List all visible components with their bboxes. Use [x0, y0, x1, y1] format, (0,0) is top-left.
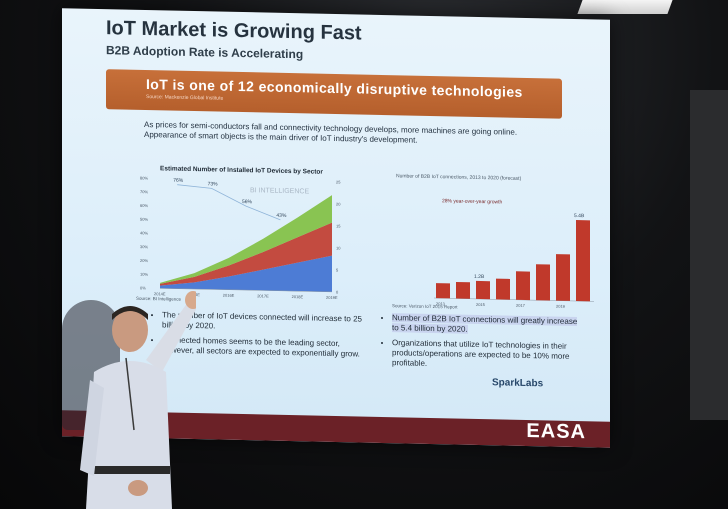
y-left-tick-label: 50%	[140, 217, 148, 222]
bar	[436, 283, 450, 299]
right-bullet-1: Number of B2B IoT connections will great…	[392, 313, 582, 337]
y-left-tick-label: 60%	[140, 203, 148, 208]
growth-label: 43%	[276, 213, 287, 219]
intro-text: As prices for semi-conductors fall and c…	[144, 119, 518, 145]
bar	[536, 264, 550, 301]
y-right-tick-label: 20	[336, 202, 341, 207]
growth-line	[177, 184, 281, 221]
easa-logo: EASA	[526, 419, 586, 444]
right-chart-source: Source: Verizon IoT 2015 Report	[392, 303, 458, 309]
growth-label: 76%	[173, 178, 184, 184]
slide-title: IoT Market is Growing Fast	[106, 17, 362, 45]
presenter	[80, 291, 196, 509]
banner-source: Source: Mackenzie Global Institute	[146, 94, 224, 102]
bar-data-label: 5.4B	[574, 213, 585, 219]
x-tick-label: 2015	[476, 302, 486, 307]
bar	[456, 282, 470, 299]
bar	[556, 254, 570, 301]
lanyard	[125, 357, 135, 431]
x-tick-label: 2013	[436, 301, 446, 306]
left-chart-watermark: BI INTELLIGENCE	[250, 187, 309, 195]
y-left-tick-label: 20%	[140, 258, 148, 263]
x-tick-label: 2017E	[257, 293, 269, 298]
growth-label: 73%	[208, 181, 219, 187]
y-left-tick-label: 30%	[140, 244, 148, 249]
y-left-tick-label: 40%	[140, 230, 148, 235]
x-axis	[160, 288, 332, 293]
right-bullets: Number of B2B IoT connections will great…	[382, 313, 582, 377]
growth-label: 56%	[242, 199, 253, 205]
projection-screen: IoT Market is Growing Fast B2B Adoption …	[62, 8, 610, 448]
x-tick-label: 2017	[516, 303, 526, 308]
y-left-tick-label: 0%	[140, 285, 146, 290]
y-right-tick-label: 0	[336, 290, 339, 295]
belt	[90, 466, 170, 474]
ceiling-light	[577, 0, 673, 14]
bar-data-label: 1.2B	[474, 274, 485, 280]
presenter-head	[112, 308, 148, 352]
presenter-hair	[112, 306, 148, 320]
bar	[516, 271, 530, 301]
right-bar-chart: Number of B2B IoT connections, 2013 to 2…	[392, 173, 594, 310]
highlighted-text: Number of B2B IoT connections will great…	[392, 313, 578, 334]
banner: IoT is one of 12 economically disruptive…	[106, 69, 562, 119]
x-tick-label: 2019E	[326, 295, 338, 300]
x-tick-label: 2018E	[292, 294, 304, 299]
bar	[476, 280, 490, 300]
lowered-hand	[128, 480, 148, 496]
slide-subtitle: B2B Adoption Rate is Accelerating	[106, 43, 304, 62]
right-wall	[690, 90, 728, 420]
y-right-tick-label: 25	[336, 180, 341, 185]
x-tick-label: 2016E	[223, 293, 235, 298]
y-left-tick-label: 10%	[140, 272, 148, 277]
x-tick-label: 2014E	[154, 291, 166, 296]
right-chart-title: Number of B2B IoT connections, 2013 to 2…	[396, 173, 522, 182]
left-chart-source: Source: BI Intelligence	[136, 296, 182, 302]
y-left-tick-label: 80%	[140, 175, 148, 180]
area-series-enterprise	[160, 255, 332, 292]
sparklabs-logo: SparkLabs	[492, 377, 544, 390]
y-left-tick-label: 70%	[140, 189, 148, 194]
right-chart-note: 28% year-over-year growth	[442, 198, 503, 205]
raised-arm	[146, 302, 196, 372]
x-tick-label: 2019	[556, 304, 566, 309]
y-right-tick-label: 15	[336, 224, 341, 229]
area-series-government	[160, 222, 332, 286]
left-area-chart: Estimated Number of Installed IoT Device…	[136, 165, 341, 302]
y-right-tick-label: 10	[336, 246, 341, 251]
bar	[496, 278, 510, 300]
y-right-tick-label: 5	[336, 268, 339, 273]
bar	[576, 220, 590, 302]
right-bullet-2: Organizations that utilize IoT technolog…	[392, 338, 582, 372]
raised-hand	[185, 291, 196, 309]
lowered-arm	[80, 380, 104, 476]
left-chart-title: Estimated Number of Installed IoT Device…	[160, 165, 323, 175]
